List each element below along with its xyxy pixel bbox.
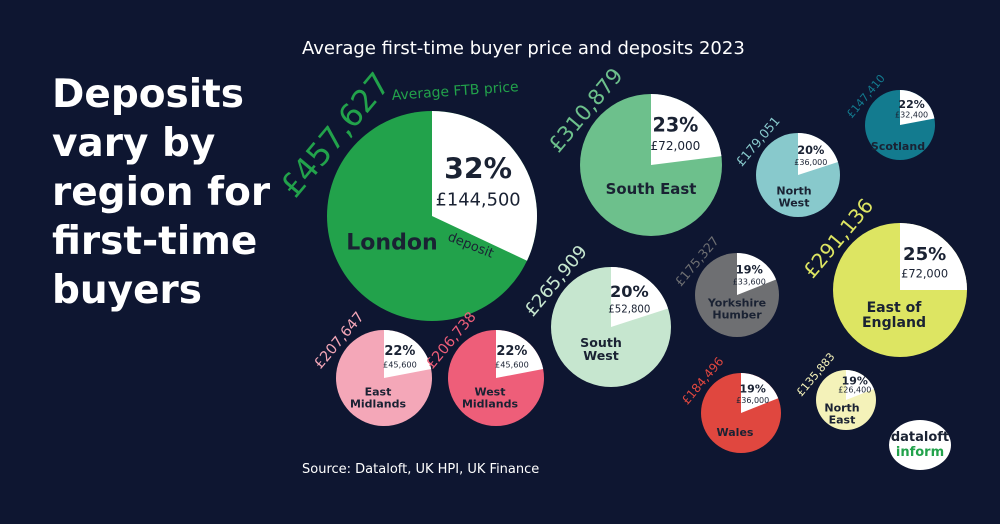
deposit-slice [611, 267, 669, 327]
chart-title: Average first-time buyer price and depos… [302, 38, 745, 59]
deposit-share-label: 19% [842, 375, 868, 388]
deposit-label: £72,000 [650, 139, 700, 153]
deposit-share-label: 23% [652, 114, 698, 137]
region-name: Scotland [870, 140, 926, 154]
deposit-label: £144,500 [436, 190, 521, 211]
deposit-share-label: 19% [740, 383, 766, 396]
logo-text: dataloft [890, 430, 950, 445]
deposit-share-label: 25% [903, 244, 946, 265]
deposit-label: £52,800 [608, 305, 650, 316]
region-name: South East [605, 180, 697, 199]
heading: Deposits vary by region for first-time b… [52, 72, 271, 313]
deposit-label: £33,600 [733, 277, 766, 286]
deposit-label: £36,000 [794, 158, 827, 167]
region-name: North East [824, 401, 860, 426]
deposit-slice [900, 90, 935, 125]
deposit-slice [846, 370, 874, 400]
deposit-slice [900, 223, 967, 290]
region-name: Yorkshire Humber [707, 296, 767, 321]
deposit-share-label: 20% [797, 143, 824, 157]
deposit-slice [737, 253, 777, 295]
deposit-slice [432, 111, 537, 261]
logo-text: inform [895, 445, 945, 460]
deposit-share-label: 20% [610, 282, 649, 301]
region-name: Wales [716, 426, 754, 440]
deposit-slice [798, 133, 838, 175]
region-name: London [346, 230, 438, 256]
deposit-label: £72,000 [901, 266, 948, 280]
deposit-share-label: 19% [736, 263, 763, 277]
deposit-share-label: 22% [898, 98, 924, 111]
deposit-share-label: 22% [384, 344, 415, 359]
source: Source: Dataloft, UK HPI, UK Finance [302, 462, 540, 477]
deposit-slice [496, 330, 544, 378]
region-name: East of England [861, 300, 927, 331]
deposit-label: £45,600 [495, 359, 529, 369]
deposit-slice [651, 94, 722, 165]
deposit-share-label: 22% [496, 344, 527, 359]
deposit-slice [384, 330, 432, 378]
region-name: South West [580, 334, 622, 363]
deposit-label: £32,400 [895, 110, 928, 119]
region-name: East Midlands [349, 385, 407, 410]
deposit-share-label: 32% [444, 152, 512, 185]
deposit-label: £36,000 [736, 396, 769, 405]
logo: dataloft inform [889, 420, 951, 470]
deposit-label: £45,600 [383, 359, 417, 369]
deposit-label: £26,400 [838, 385, 871, 394]
region-name: West Midlands [461, 385, 519, 410]
annotation: Average FTB price [391, 79, 519, 104]
deposit-slice [741, 373, 779, 413]
region-name: North West [776, 184, 812, 209]
